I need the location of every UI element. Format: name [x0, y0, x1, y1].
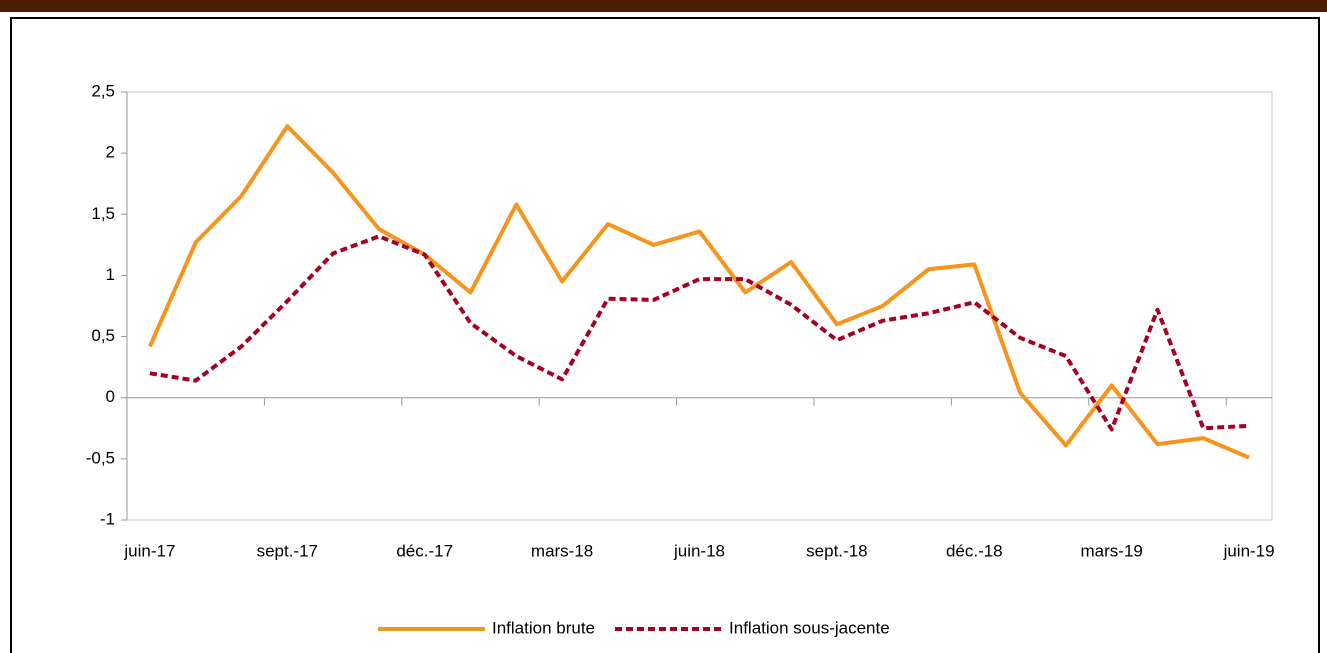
y-tick-label: 2,5: [91, 81, 115, 100]
x-tick-label: juin-18: [673, 541, 725, 560]
y-tick-label: -1: [100, 509, 115, 528]
y-tick-label: -0,5: [86, 448, 115, 467]
legend-label: Inflation brute: [492, 618, 595, 637]
x-tick-label: sept.-18: [806, 541, 867, 560]
x-tick-label: déc.-17: [396, 541, 453, 560]
x-tick-label: juin-19: [1223, 541, 1275, 560]
line-series: [148, 124, 1250, 460]
x-tick-label: juin-17: [123, 541, 175, 560]
y-tick-label: 1,5: [91, 204, 115, 223]
plot-area: [126, 91, 1273, 521]
y-tick-label: 0: [106, 387, 115, 406]
x-tick-label: mars-19: [1081, 541, 1143, 560]
y-tick-label: 2: [106, 143, 115, 162]
y-tick-label: 1: [106, 265, 115, 284]
x-tick-label: déc.-18: [946, 541, 1003, 560]
header-bar: [0, 0, 1327, 12]
x-tick-label: mars-18: [531, 541, 593, 560]
x-tick-label: sept.-17: [257, 541, 318, 560]
y-tick-label: 0,5: [91, 326, 115, 345]
legend-label: Inflation sous-jacente: [729, 618, 890, 637]
line-series: [149, 234, 1250, 432]
